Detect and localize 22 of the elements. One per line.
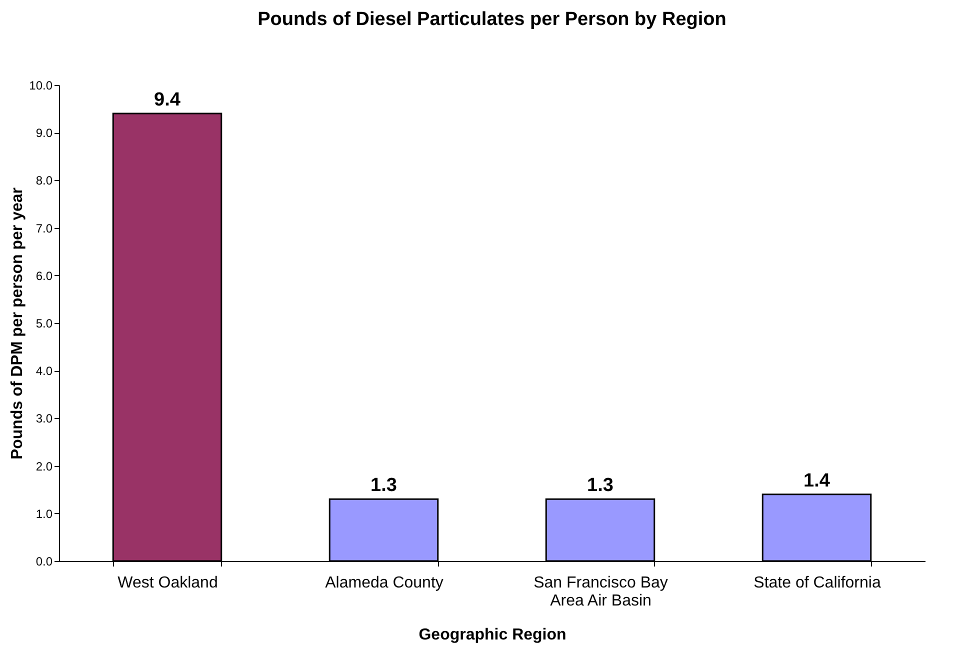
y-tick-label: 4.0 bbox=[36, 364, 53, 378]
y-tick-label: 9.0 bbox=[36, 126, 53, 140]
y-tick-label: 3.0 bbox=[36, 412, 53, 426]
y-tick-label: 5.0 bbox=[36, 316, 53, 330]
x-tick-label: San Francisco Bay Area Air Basin bbox=[534, 574, 668, 610]
y-tick-label: 6.0 bbox=[36, 268, 53, 283]
y-tick-label: 10.0 bbox=[29, 78, 53, 92]
y-tick-label: 1.0 bbox=[36, 506, 53, 521]
x-tick-label: State of California bbox=[754, 574, 881, 592]
y-tick-label: 7.0 bbox=[36, 221, 53, 236]
data-label: 1.3 bbox=[587, 475, 614, 496]
y-tick-label: 8.0 bbox=[36, 174, 53, 188]
data-label: 1.3 bbox=[370, 475, 397, 496]
data-label: 9.4 bbox=[154, 90, 181, 111]
data-label: 1.4 bbox=[804, 470, 830, 492]
x-tick-label: Alameda County bbox=[325, 574, 444, 592]
x-axis-title: Geographic Region bbox=[418, 626, 566, 644]
y-tick-label: 0.0 bbox=[36, 554, 53, 568]
y-tick-label: 2.0 bbox=[36, 459, 53, 474]
chart-title: Pounds of Diesel Particulates per Person by Region bbox=[258, 9, 726, 30]
x-tick-label: West Oakland bbox=[118, 574, 218, 592]
y-axis-title: Pounds of DPM per person per year bbox=[9, 187, 26, 460]
